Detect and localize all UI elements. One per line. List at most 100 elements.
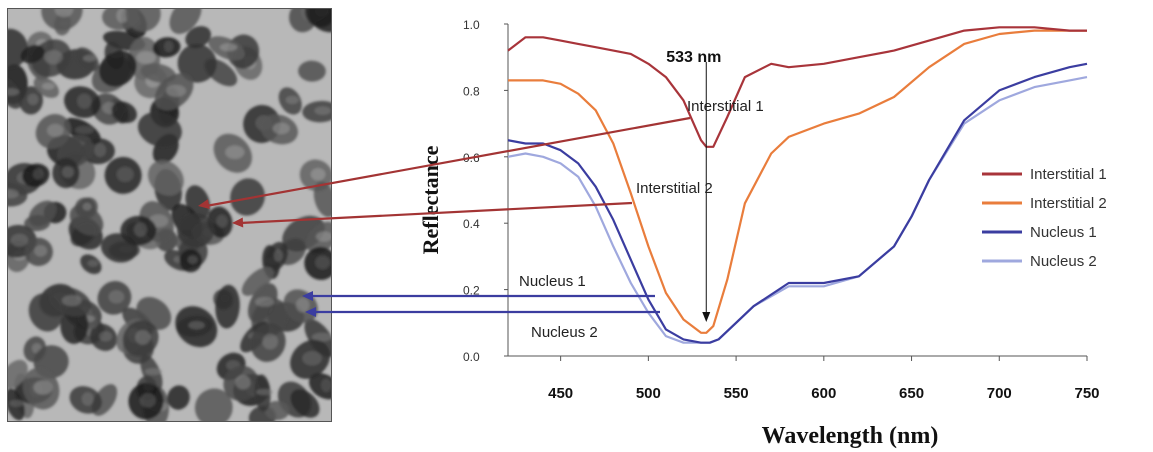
cell-highlight <box>8 88 20 96</box>
cell-highlight <box>310 168 326 181</box>
cell-highlight <box>27 93 39 106</box>
cell-nucleus <box>111 101 137 123</box>
cell-highlight <box>235 375 251 390</box>
cell-nucleus <box>8 359 28 389</box>
cell-nucleus <box>20 44 45 64</box>
callout-arrowhead <box>302 291 313 301</box>
cell-highlight <box>32 168 44 180</box>
cell-nucleus <box>194 388 233 421</box>
cell-highlight <box>99 331 113 342</box>
x-tick-label: 700 <box>987 385 1012 402</box>
cell-highlight <box>312 332 331 342</box>
cell-highlight <box>166 84 187 97</box>
legend-label-nucleus-1: Nucleus 1 <box>1030 224 1097 241</box>
x-tick-label: 650 <box>899 385 924 402</box>
x-tick-label: 450 <box>548 385 573 402</box>
cell-highlight <box>77 93 92 109</box>
cell-highlight <box>82 202 92 211</box>
cell-highlight <box>54 9 74 18</box>
cell-nucleus <box>264 401 290 421</box>
x-tick-label: 550 <box>724 385 749 402</box>
cell-nucleus <box>125 9 161 32</box>
cell-nucleus <box>169 9 202 34</box>
cell-highlight <box>273 249 284 262</box>
cell-highlight <box>43 50 63 65</box>
callout-arrow-interstitial-1 <box>205 116 691 208</box>
cell-nucleus <box>24 215 51 232</box>
callout-arrowhead <box>198 199 210 209</box>
cell-highlight <box>188 321 205 330</box>
cell-highlight <box>216 214 228 228</box>
cell-highlight <box>33 380 53 395</box>
y-tick-label: 0.0 <box>463 350 480 364</box>
legend-label-interstitial-1: Interstitial 1 <box>1030 166 1107 183</box>
cell-highlight <box>61 295 82 307</box>
cell-highlight <box>314 106 331 115</box>
series-line-nucleus-1 <box>507 62 1088 344</box>
cell-highlight <box>94 143 106 157</box>
x-tick-label: 600 <box>811 385 836 402</box>
annotation-label: 533 nm <box>666 49 721 66</box>
cell-highlight <box>302 351 322 366</box>
cell-highlight <box>87 259 99 267</box>
cell-nucleus <box>99 50 137 87</box>
cell-highlight <box>34 245 48 257</box>
series-line-interstitial-2 <box>508 29 1087 334</box>
cell-nucleus <box>215 284 240 329</box>
cell-highlight <box>133 222 148 237</box>
x-tick-label: 750 <box>1074 385 1099 402</box>
tissue-micrograph-icon <box>8 9 331 421</box>
tissue-micrograph <box>7 8 332 422</box>
series-line-interstitial-1 <box>507 26 1087 148</box>
cell-highlight <box>8 188 19 199</box>
legend-label-interstitial-2: Interstitial 2 <box>1030 195 1107 212</box>
cell-highlight <box>321 378 331 392</box>
legend-label-nucleus-2: Nucleus 2 <box>1030 253 1097 270</box>
annotation-arrowhead <box>702 312 711 322</box>
cell-highlight <box>108 290 125 304</box>
cell-highlight <box>81 392 94 406</box>
cell-nucleus <box>313 181 331 218</box>
cell-highlight <box>187 255 198 265</box>
y-tick-label: 0.2 <box>463 284 480 298</box>
cell-nucleus <box>308 9 331 33</box>
cell-nucleus <box>137 111 182 147</box>
callout-arrowhead <box>232 217 244 228</box>
callout-label-nucleus-2: Nucleus 2 <box>531 324 598 341</box>
cell-nucleus <box>177 213 215 248</box>
cell-highlight <box>144 368 163 376</box>
series-line-nucleus-2 <box>507 76 1088 344</box>
cell-highlight <box>61 165 74 179</box>
cell-nucleus <box>298 60 326 82</box>
callout-label-interstitial-2: Interstitial 2 <box>636 180 713 197</box>
cell-highlight <box>315 231 331 242</box>
cell-highlight <box>136 51 156 64</box>
cell-nucleus <box>167 385 190 410</box>
cell-highlight <box>135 329 151 345</box>
cell-nucleus <box>60 306 89 344</box>
callout-label-interstitial-1: Interstitial 1 <box>687 98 764 115</box>
callout-arrow-interstitial-2 <box>239 201 633 225</box>
x-axis-title: Wavelength (nm) <box>762 423 939 449</box>
y-tick-label: 0.4 <box>463 217 480 231</box>
cell-highlight <box>41 82 55 90</box>
cell-highlight <box>10 233 29 247</box>
cell-nucleus <box>177 44 217 83</box>
callout-label-nucleus-1: Nucleus 1 <box>519 273 586 290</box>
cell-highlight <box>262 333 278 350</box>
y-tick-label: 0.8 <box>463 84 480 98</box>
cell-nucleus <box>140 63 176 83</box>
cell-highlight <box>75 126 94 134</box>
cell-nucleus <box>185 26 212 49</box>
cell-nucleus <box>241 266 274 296</box>
cell-highlight <box>116 9 129 23</box>
cell-highlight <box>140 392 156 408</box>
cell-highlight <box>225 145 245 159</box>
cell-highlight <box>255 296 275 307</box>
cell-highlight <box>164 40 174 52</box>
cell-highlight <box>116 166 134 182</box>
callout-arrowhead <box>305 307 316 317</box>
cell-nucleus <box>290 389 320 418</box>
y-axis-title: Reflectance <box>418 145 443 254</box>
